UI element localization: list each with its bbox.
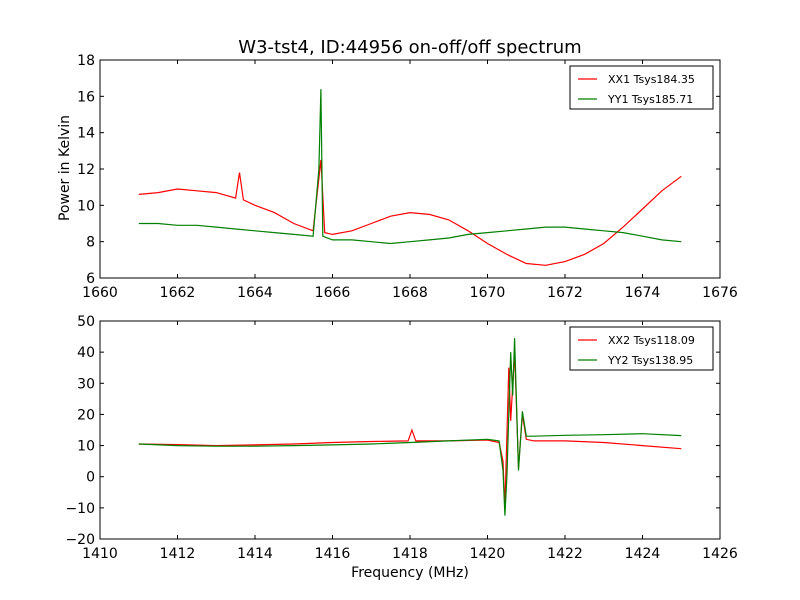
y-tick-label: 20: [77, 407, 95, 423]
x-tick-label: 1676: [702, 285, 738, 301]
x-tick-label: 1670: [470, 285, 506, 301]
x-tick-label: 1664: [237, 285, 273, 301]
y-tick-label: −10: [65, 501, 95, 517]
y-tick-label: 30: [77, 376, 95, 392]
legend-label: YY1 Tsys185.71: [607, 93, 693, 106]
chart-title: W3-tst4, ID:44956 on-off/off spectrum: [238, 37, 581, 58]
x-tick-label: 1426: [702, 546, 738, 562]
x-tick-label: 1412: [160, 546, 196, 562]
series-line-yy: [138, 338, 682, 516]
series-line-xx: [138, 159, 682, 266]
y-tick-label: 16: [77, 89, 95, 105]
top-panel: 1660 1662 1664 1666 1668 1670 1672 1674 1676 6 8 10…: [77, 53, 738, 301]
x-tick-label: 1422: [547, 546, 583, 562]
series-line-yy: [138, 89, 682, 245]
bottom-panel: 1410 1412 1414 1416 1418 1420 1422 1424 1426 −20 −…: [65, 314, 737, 562]
x-axis-label: Frequency (MHz): [351, 565, 469, 581]
y-tick-label: 8: [86, 235, 95, 251]
legend-label: XX1 Tsys184.35: [608, 73, 695, 86]
x-tick-label: 1416: [315, 546, 351, 562]
x-tick-label: 1418: [392, 546, 428, 562]
x-tick-label: 1668: [392, 285, 428, 301]
x-tick-label: 1410: [82, 546, 118, 562]
y-tick-label: 10: [77, 198, 95, 214]
x-tick-label: 1420: [470, 546, 506, 562]
x-tick-label: 1660: [82, 285, 118, 301]
x-tick-label: 1662: [160, 285, 196, 301]
y-tick-label: 10: [77, 439, 95, 455]
legend-box: [569, 326, 714, 371]
y-tick-label: 18: [77, 53, 95, 69]
x-tick-label: 1414: [237, 546, 273, 562]
y-axis-label: Power in Kelvin: [57, 115, 73, 221]
y-tick-label: 0: [86, 470, 95, 486]
y-tick-label: 12: [77, 162, 95, 178]
x-tick-label: 1674: [625, 285, 661, 301]
y-tick-label: 6: [86, 271, 95, 287]
x-tick-label: 1672: [547, 285, 583, 301]
legend-label: XX2 Tsys118.09: [608, 334, 695, 347]
y-tick-label: −20: [65, 532, 95, 548]
y-tick-label: 40: [77, 345, 95, 361]
legend-label: YY2 Tsys138.95: [607, 354, 693, 367]
y-tick-label: 14: [77, 126, 95, 142]
y-tick-label: 50: [77, 314, 95, 330]
x-tick-label: 1666: [315, 285, 351, 301]
legend-box: [569, 65, 714, 110]
x-tick-label: 1424: [625, 546, 661, 562]
